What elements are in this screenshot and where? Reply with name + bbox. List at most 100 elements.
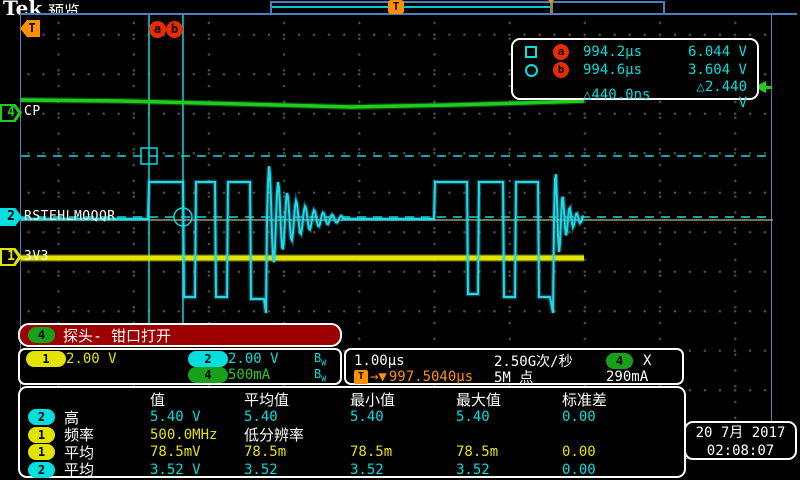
trigger-t-icon: T bbox=[354, 370, 368, 384]
channel-1-marker-inner bbox=[2, 250, 18, 264]
record-acquired-progress bbox=[272, 6, 552, 8]
datetime-box: 20 7月 2017 02:08:07 bbox=[684, 421, 797, 460]
acquisition-position-arrow-icon bbox=[546, 0, 556, 3]
record-length: 5M 点 bbox=[494, 370, 534, 386]
cursor-readout-box[interactable]: a 994.2µs 6.044 V b 994.6µs 3.604 V △440… bbox=[511, 38, 759, 111]
timebase-trigger-box[interactable]: 1.00µs 2.50G次/秒 4 X T →▼ 997.5040µs 5M 点… bbox=[344, 348, 684, 386]
measurement-cell: 5.40 bbox=[350, 409, 384, 425]
measurement-column-header: 值 bbox=[150, 391, 166, 409]
cursor-a-square-marker[interactable] bbox=[140, 147, 158, 165]
channel-2-marker[interactable]: 2 bbox=[0, 208, 22, 226]
measurement-cell: 78.5m bbox=[350, 444, 393, 460]
measurement-row[interactable]: 2 高 5.40 V 5.40 5.40 5.40 0.00 bbox=[28, 407, 684, 427]
measurement-cell: 5.40 V bbox=[150, 409, 201, 425]
trigger-arrow-icon: →▼ bbox=[370, 369, 387, 385]
measurement-column-header: 最大值 bbox=[456, 391, 502, 409]
time-value: 02:08:07 bbox=[706, 443, 775, 459]
measurement-cell: 3.52 bbox=[456, 461, 490, 478]
measurement-channel-badge: 1 bbox=[28, 444, 55, 460]
measurement-cell: 3.52 V bbox=[150, 461, 201, 478]
date-value: 20 7月 2017 bbox=[695, 425, 786, 441]
trigger-source-badge: 4 bbox=[606, 353, 633, 369]
cursor-b-badge: b bbox=[553, 62, 569, 78]
channel-1-marker[interactable]: 1 bbox=[0, 248, 22, 266]
measurement-column-header: 最小值 bbox=[350, 391, 396, 409]
measurement-header-row: 值 平均值 最小值 最大值 标准差 bbox=[28, 389, 684, 409]
ch4-scale-badge[interactable]: 4 bbox=[188, 367, 228, 384]
record-view-window-bracket[interactable] bbox=[270, 1, 665, 14]
cursor-b-circle-marker[interactable] bbox=[173, 207, 193, 227]
measurement-row[interactable]: 1 频率 500.0MHz 低分辨率 bbox=[28, 424, 684, 444]
cursor-b-handle[interactable]: b bbox=[166, 21, 183, 38]
measurement-row[interactable]: 1 平均 78.5mV 78.5m 78.5m 78.5m 0.00 bbox=[28, 442, 684, 462]
trigger-level-value: 290mA bbox=[606, 369, 649, 385]
cursor-a-time: 994.2µs bbox=[583, 44, 643, 60]
measurement-cell: 5.40 bbox=[244, 409, 278, 425]
measurement-channel-badge: 1 bbox=[28, 426, 55, 443]
channel-2-label: RSTEHLMOQQR bbox=[24, 209, 116, 224]
cursor-b-time: 994.6µs bbox=[583, 62, 643, 78]
measurement-column-header: 标准差 bbox=[562, 391, 608, 409]
cursor-a-handle[interactable]: a bbox=[149, 21, 166, 38]
ch4-bandwidth-icon: BW bbox=[314, 367, 327, 384]
cursor-a-badge: a bbox=[553, 44, 569, 60]
channel-4-marker-number: 4 bbox=[7, 105, 15, 120]
channel-4-label: CP bbox=[24, 104, 41, 119]
measurement-cell: 3.52 bbox=[350, 461, 384, 478]
measurement-name: 平均 bbox=[64, 461, 95, 479]
measurement-cell: 78.5m bbox=[244, 444, 287, 460]
measurement-cell: 5.40 bbox=[456, 409, 490, 425]
trigger-position-value: 997.5040µs bbox=[388, 369, 474, 385]
sample-rate: 2.50G次/秒 bbox=[494, 354, 573, 370]
trigger-position-marker[interactable]: T bbox=[388, 0, 404, 14]
channel-1-marker-number: 1 bbox=[7, 249, 15, 264]
measurement-cell: 78.5m bbox=[456, 444, 499, 460]
cursor-delta-volt: △2.440 V bbox=[696, 79, 747, 111]
channel-2-marker-number: 2 bbox=[7, 209, 15, 224]
cursor-delta-time: △440.0ns bbox=[583, 87, 651, 103]
measurement-channel-badge: 2 bbox=[28, 409, 55, 425]
measurement-channel-badge: 2 bbox=[28, 461, 55, 478]
measurement-column-header: 平均值 bbox=[244, 391, 290, 409]
measurement-cell: 0.00 bbox=[562, 409, 596, 425]
measurement-name: 频率 bbox=[64, 426, 95, 444]
probe-warning-banner[interactable]: 4 探头- 钳口打开 bbox=[18, 323, 342, 347]
ch2-scale-badge[interactable]: 2 bbox=[188, 351, 228, 368]
trigger-level-arrow-tail bbox=[765, 86, 772, 89]
waveform-canvas bbox=[21, 15, 773, 331]
banner-text: 探头- 钳口打开 bbox=[63, 326, 172, 345]
ch2-scale-value: 2.00 V bbox=[228, 351, 279, 368]
cursor-a-volt: 6.044 V bbox=[687, 44, 747, 60]
measurement-cell: 低分辨率 bbox=[244, 426, 305, 444]
measurement-cell: 0.00 bbox=[562, 461, 596, 478]
channel-1-label: 3V3 bbox=[24, 249, 49, 264]
timebase-scale: 1.00µs bbox=[354, 353, 405, 369]
cursor-a-square-icon bbox=[525, 46, 537, 58]
measurement-table[interactable]: 值平均值 最小值 最大值 标准差 2 高 5.40 V 5.40 5.40 5.40 0.00 1 频率… bbox=[18, 386, 686, 479]
channel-settings-box[interactable]: 1 2.00 V 2 2.00 V BW 4 500mA BW bbox=[18, 348, 342, 385]
measurement-name: 平均 bbox=[64, 443, 95, 462]
measurement-cell: 500.0MHz bbox=[150, 426, 218, 443]
ch1-scale-value: 2.00 V bbox=[66, 351, 117, 368]
cursor-b-circle-icon bbox=[525, 63, 538, 77]
measurement-cell: 3.52 bbox=[244, 461, 278, 478]
trigger-slope: X bbox=[643, 353, 652, 369]
channel-4-marker-inner bbox=[2, 106, 18, 120]
measurement-row[interactable]: 2 平均 3.52 V 3.52 3.52 3.52 0.00 bbox=[28, 459, 684, 479]
channel-2-marker-shape bbox=[0, 208, 22, 226]
acquisition-position-tick bbox=[550, 1, 553, 13]
ch4-trace bbox=[21, 98, 585, 109]
ch2-trace-glow bbox=[21, 165, 586, 314]
measurement-cell: 78.5mV bbox=[150, 444, 201, 460]
cursor-b-volt: 3.604 V bbox=[687, 62, 747, 78]
measurement-cell: 0.00 bbox=[562, 444, 596, 460]
ch1-scale-badge[interactable]: 1 bbox=[26, 351, 66, 368]
left-trigger-tag[interactable]: T bbox=[20, 20, 40, 37]
measurement-name: 高 bbox=[64, 408, 80, 427]
ch4-scale-value: 500mA bbox=[228, 367, 271, 384]
channel-4-marker[interactable]: 4 bbox=[0, 104, 22, 122]
ch2-bandwidth-icon: BW bbox=[314, 351, 327, 368]
ch2-trace bbox=[21, 166, 585, 314]
banner-channel-badge: 4 bbox=[28, 327, 55, 343]
